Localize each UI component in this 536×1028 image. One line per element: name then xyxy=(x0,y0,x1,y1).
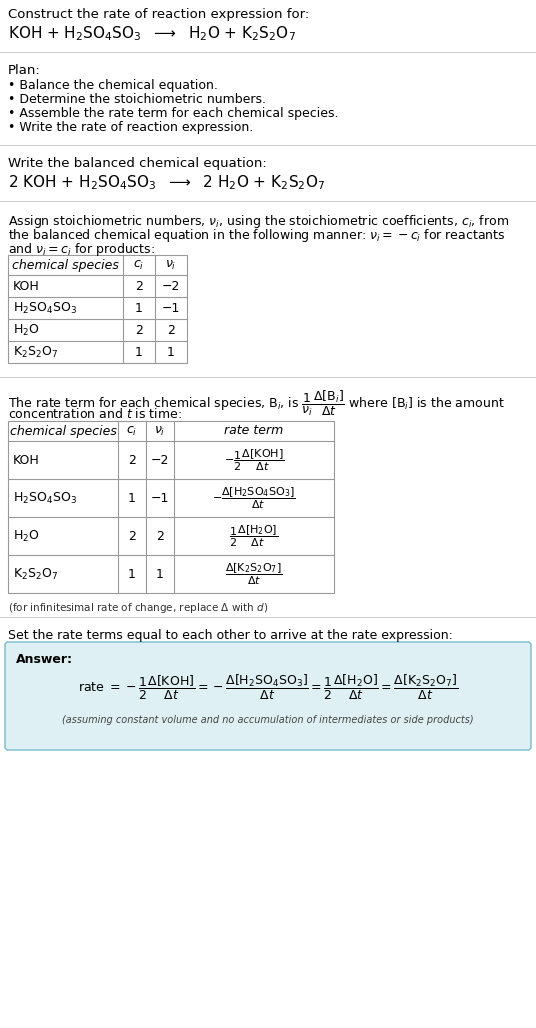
Text: (for infinitesimal rate of change, replace Δ with $d$): (for infinitesimal rate of change, repla… xyxy=(8,601,268,615)
Text: and $\nu_i = c_i$ for products:: and $\nu_i = c_i$ for products: xyxy=(8,241,155,258)
Text: • Write the rate of reaction expression.: • Write the rate of reaction expression. xyxy=(8,121,253,134)
Text: −2: −2 xyxy=(151,453,169,467)
Text: H$_2$SO$_4$SO$_3$: H$_2$SO$_4$SO$_3$ xyxy=(13,490,77,506)
Text: 1: 1 xyxy=(156,567,164,581)
Text: $-\dfrac{\Delta[\mathrm{H_2SO_4SO_3}]}{\Delta t}$: $-\dfrac{\Delta[\mathrm{H_2SO_4SO_3}]}{\… xyxy=(212,485,296,511)
Text: −1: −1 xyxy=(162,301,180,315)
Text: KOH: KOH xyxy=(13,280,40,293)
Text: Answer:: Answer: xyxy=(16,653,73,666)
Text: K$_2$S$_2$O$_7$: K$_2$S$_2$O$_7$ xyxy=(13,344,58,360)
Text: chemical species: chemical species xyxy=(10,425,116,438)
Bar xyxy=(8,421,334,593)
Text: $\nu_i$: $\nu_i$ xyxy=(165,258,177,271)
Text: concentration and $t$ is time:: concentration and $t$ is time: xyxy=(8,407,182,421)
Text: Write the balanced chemical equation:: Write the balanced chemical equation: xyxy=(8,157,267,170)
Text: 2: 2 xyxy=(135,324,143,336)
Text: K$_2$S$_2$O$_7$: K$_2$S$_2$O$_7$ xyxy=(13,566,58,582)
Text: 2: 2 xyxy=(128,529,136,543)
Text: Assign stoichiometric numbers, $\nu_i$, using the stoichiometric coefficients, $: Assign stoichiometric numbers, $\nu_i$, … xyxy=(8,213,509,230)
Text: KOH + H$_2$SO$_4$SO$_3$  $\longrightarrow$  H$_2$O + K$_2$S$_2$O$_7$: KOH + H$_2$SO$_4$SO$_3$ $\longrightarrow… xyxy=(8,24,296,43)
Text: 1: 1 xyxy=(135,301,143,315)
Text: 2: 2 xyxy=(156,529,164,543)
Text: rate term: rate term xyxy=(225,425,284,438)
Text: −1: −1 xyxy=(151,491,169,505)
Text: (assuming constant volume and no accumulation of intermediates or side products): (assuming constant volume and no accumul… xyxy=(62,715,474,725)
Text: 2 KOH + H$_2$SO$_4$SO$_3$  $\longrightarrow$  2 H$_2$O + K$_2$S$_2$O$_7$: 2 KOH + H$_2$SO$_4$SO$_3$ $\longrightarr… xyxy=(8,173,325,191)
Text: KOH: KOH xyxy=(13,453,40,467)
Text: Construct the rate of reaction expression for:: Construct the rate of reaction expressio… xyxy=(8,8,309,21)
Text: $c_i$: $c_i$ xyxy=(133,258,145,271)
Text: Set the rate terms equal to each other to arrive at the rate expression:: Set the rate terms equal to each other t… xyxy=(8,629,453,642)
Text: 1: 1 xyxy=(135,345,143,359)
Text: H$_2$O: H$_2$O xyxy=(13,528,40,544)
Text: rate $= -\dfrac{1}{2}\dfrac{\Delta[\mathrm{KOH}]}{\Delta t}$$= -\dfrac{\Delta[\m: rate $= -\dfrac{1}{2}\dfrac{\Delta[\math… xyxy=(78,673,458,702)
Text: 1: 1 xyxy=(128,567,136,581)
Text: Plan:: Plan: xyxy=(8,64,41,77)
Text: 2: 2 xyxy=(135,280,143,293)
Text: 2: 2 xyxy=(128,453,136,467)
Text: 1: 1 xyxy=(128,491,136,505)
Text: $\dfrac{\Delta[\mathrm{K_2S_2O_7}]}{\Delta t}$: $\dfrac{\Delta[\mathrm{K_2S_2O_7}]}{\Del… xyxy=(225,561,283,587)
Text: $\dfrac{1}{2}\dfrac{\Delta[\mathrm{H_2O}]}{\Delta t}$: $\dfrac{1}{2}\dfrac{\Delta[\mathrm{H_2O}… xyxy=(229,523,279,549)
Text: The rate term for each chemical species, B$_i$, is $\dfrac{1}{\nu_i}\dfrac{\Delt: The rate term for each chemical species,… xyxy=(8,389,505,418)
Text: H$_2$SO$_4$SO$_3$: H$_2$SO$_4$SO$_3$ xyxy=(13,300,77,316)
Bar xyxy=(8,255,187,363)
Text: • Assemble the rate term for each chemical species.: • Assemble the rate term for each chemic… xyxy=(8,107,339,120)
Text: $c_i$: $c_i$ xyxy=(126,425,138,438)
Text: chemical species: chemical species xyxy=(12,258,119,271)
Text: −2: −2 xyxy=(162,280,180,293)
Text: 2: 2 xyxy=(167,324,175,336)
Text: $\nu_i$: $\nu_i$ xyxy=(154,425,166,438)
Text: • Balance the chemical equation.: • Balance the chemical equation. xyxy=(8,79,218,91)
FancyBboxPatch shape xyxy=(5,642,531,750)
Text: $-\dfrac{1}{2}\dfrac{\Delta[\mathrm{KOH}]}{\Delta t}$: $-\dfrac{1}{2}\dfrac{\Delta[\mathrm{KOH}… xyxy=(224,447,284,473)
Text: H$_2$O: H$_2$O xyxy=(13,323,40,337)
Text: the balanced chemical equation in the following manner: $\nu_i = -c_i$ for react: the balanced chemical equation in the fo… xyxy=(8,227,505,244)
Text: 1: 1 xyxy=(167,345,175,359)
Text: • Determine the stoichiometric numbers.: • Determine the stoichiometric numbers. xyxy=(8,93,266,106)
